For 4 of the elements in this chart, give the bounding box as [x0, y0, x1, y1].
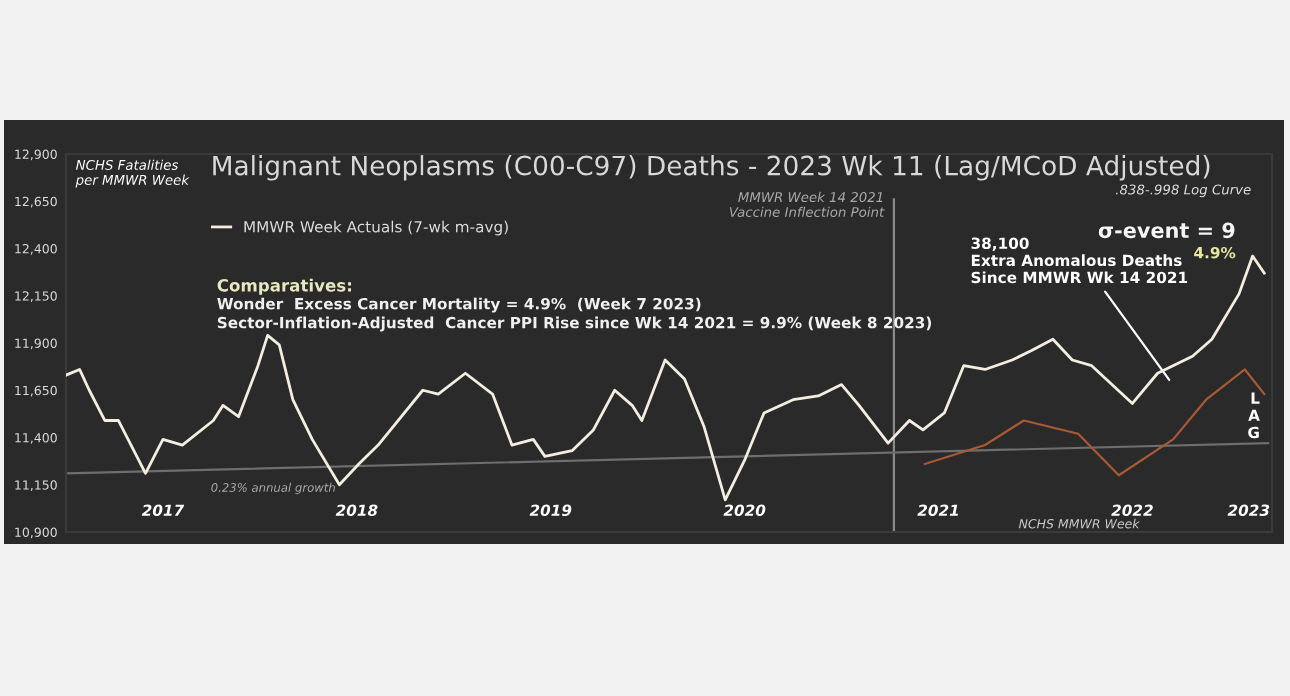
annotation: Comparatives:	[217, 278, 352, 295]
chart-title: Malignant Neoplasms (C00-C97) Deaths - 2023 Wk 11 (Lag/MCoD Adjusted)	[213, 155, 1210, 181]
line-series	[923, 368, 1266, 477]
annotation: σ-event = 9	[1098, 222, 1235, 239]
